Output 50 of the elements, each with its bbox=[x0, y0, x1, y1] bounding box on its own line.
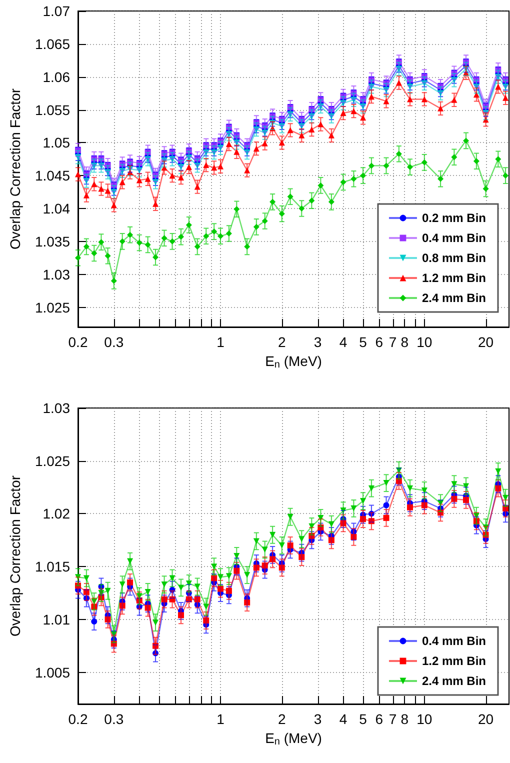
x-tick-label: 8 bbox=[400, 334, 409, 350]
x-tick-label: 10 bbox=[416, 334, 432, 350]
x-tick-label: 4 bbox=[339, 334, 348, 350]
y-tick-label: 1.045 bbox=[34, 168, 70, 184]
x-tick-label: 7 bbox=[388, 711, 397, 727]
y-tick-label: 1.025 bbox=[34, 299, 70, 316]
y-tick-label: 1.03 bbox=[42, 400, 70, 416]
y-axis-title: Overlap Correction Factor bbox=[7, 475, 23, 637]
y-tick-label: 1.05 bbox=[42, 134, 70, 151]
legend-label: 2.4 mm Bin bbox=[422, 291, 486, 305]
x-tick-label: 3 bbox=[314, 711, 322, 727]
y-tick-label: 1.03 bbox=[42, 266, 70, 282]
y-tick-label: 1.025 bbox=[34, 452, 70, 469]
legend-label: 2.4 mm Bin bbox=[422, 674, 486, 688]
legend-label: 1.2 mm Bin bbox=[422, 271, 486, 285]
x-tick-label: 4 bbox=[339, 711, 348, 727]
x-tick-label: 3 bbox=[314, 334, 322, 350]
x-tick-label: 2 bbox=[278, 334, 286, 350]
x-tick-label: 8 bbox=[400, 711, 409, 727]
x-tick-label: 6 bbox=[375, 334, 384, 350]
legend-label: 0.4 mm Bin bbox=[422, 634, 486, 648]
y-axis-title: Overlap Correction Factor bbox=[7, 88, 23, 250]
x-tick-label: 1 bbox=[216, 334, 225, 350]
x-tick-label: 5 bbox=[359, 334, 368, 350]
x-tick-label: 20 bbox=[478, 711, 494, 727]
x-tick-label: 10 bbox=[416, 711, 432, 727]
x-tick-label: 20 bbox=[478, 334, 494, 350]
x-tick-label: 0.3 bbox=[104, 711, 124, 727]
y-tick-label: 1.02 bbox=[42, 506, 70, 522]
y-tick-label: 1.07 bbox=[42, 3, 70, 19]
y-tick-label: 1.055 bbox=[34, 102, 70, 118]
legend-label: 0.2 mm Bin bbox=[422, 211, 486, 225]
x-tick-label: 0.2 bbox=[68, 334, 88, 350]
y-tick-label: 1.015 bbox=[34, 558, 70, 575]
x-tick-label: 2 bbox=[278, 711, 286, 727]
legend-label: 0.8 mm Bin bbox=[422, 251, 486, 265]
y-tick-label: 1.06 bbox=[42, 68, 70, 85]
legend-label: 0.4 mm Bin bbox=[422, 231, 486, 245]
legend-label: 1.2 mm Bin bbox=[422, 654, 486, 668]
y-tick-label: 1.01 bbox=[42, 611, 70, 628]
x-tick-label: 6 bbox=[375, 711, 384, 727]
x-tick-label: 1 bbox=[216, 711, 225, 727]
y-tick-label: 1.065 bbox=[34, 36, 70, 52]
x-tick-label: 7 bbox=[388, 334, 397, 350]
x-tick-label: 0.3 bbox=[104, 334, 124, 350]
y-tick-label: 1.005 bbox=[34, 664, 70, 680]
x-tick-label: 0.2 bbox=[68, 711, 88, 727]
y-tick-label: 1.04 bbox=[42, 200, 70, 216]
y-tick-label: 1.035 bbox=[34, 233, 70, 250]
x-tick-label: 5 bbox=[359, 711, 368, 727]
